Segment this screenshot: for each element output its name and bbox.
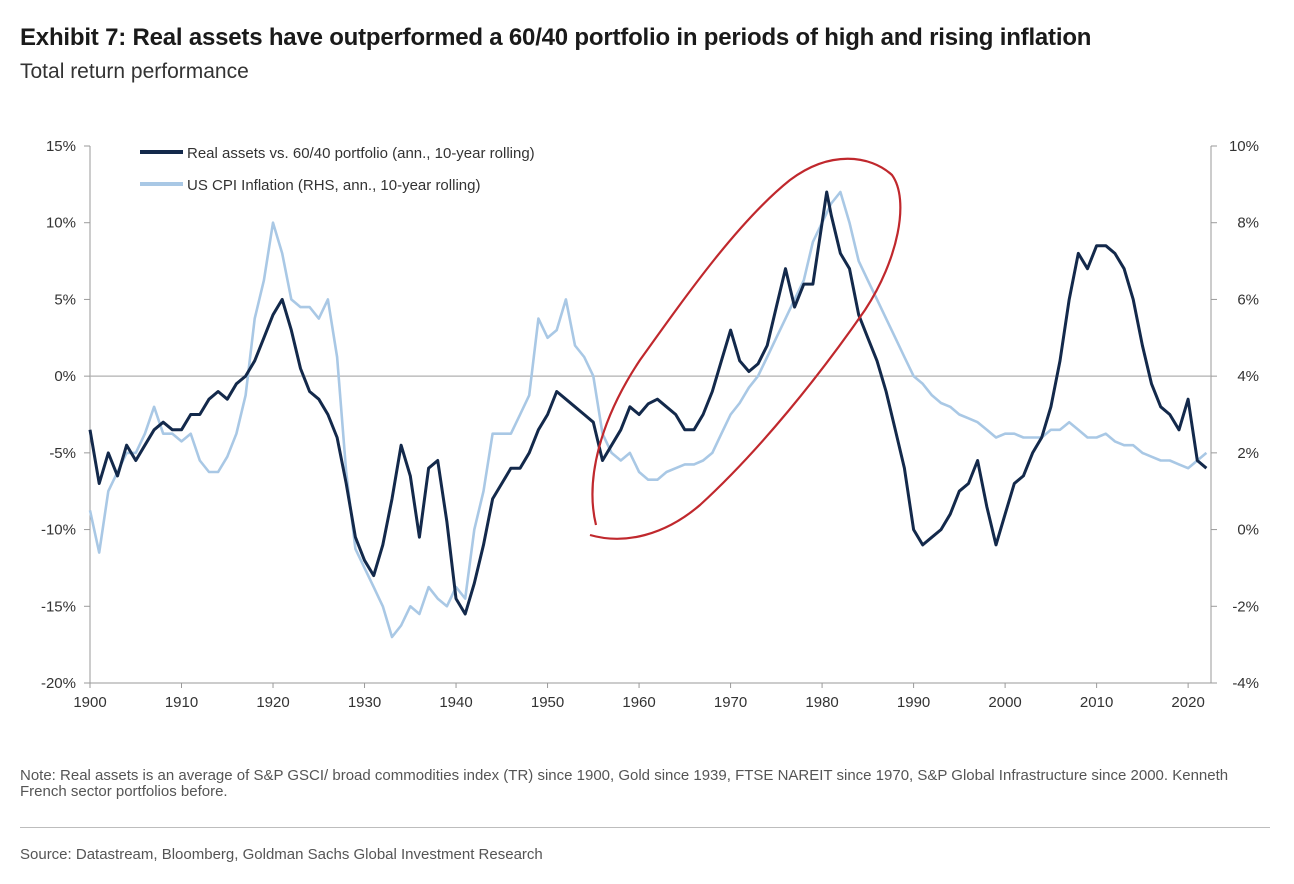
annotation-ellipse <box>589 157 902 540</box>
y-left-tick-label: -15% <box>41 598 76 615</box>
y-right-tick-label: -4% <box>1232 675 1259 692</box>
y-left-tick-label: -5% <box>49 445 76 462</box>
y-right-tick-label: 4% <box>1237 368 1259 385</box>
chart-source: Source: Datastream, Bloomberg, Goldman S… <box>20 846 543 863</box>
series-line-real-assets <box>88 190 1208 616</box>
y-left-tick-label: 10% <box>46 215 76 232</box>
y-right-tick-label: -2% <box>1232 598 1259 615</box>
y-right-tick-label: 10% <box>1229 138 1259 155</box>
chart-subtitle: Total return performance <box>20 60 249 83</box>
series-layer <box>88 190 1208 639</box>
y-left-tick-label: 0% <box>54 368 76 385</box>
y-right-tick-label: 0% <box>1237 522 1259 539</box>
y-left-tick-label: 15% <box>46 138 76 155</box>
y-left-tick-label: 5% <box>54 291 76 308</box>
chart-note: Note: Real assets is an average of S&P G… <box>20 767 1229 800</box>
legend-label-cpi: US CPI Inflation (RHS, ann., 10-year rol… <box>187 177 480 194</box>
x-tick-label: 2000 <box>988 694 1021 711</box>
x-tick-label: 1960 <box>622 694 655 711</box>
x-tick-label: 1950 <box>531 694 564 711</box>
chart-title: Exhibit 7: Real assets have outperformed… <box>20 24 1092 51</box>
x-tick-label: 1910 <box>165 694 198 711</box>
x-tick-label: 1990 <box>897 694 930 711</box>
legend-label-real-assets: Real assets vs. 60/40 portfolio (ann., 1… <box>187 145 535 162</box>
y-right-tick-label: 8% <box>1237 215 1259 232</box>
x-tick-label: 1970 <box>714 694 747 711</box>
footer-divider <box>20 827 1270 828</box>
x-tick-label: 1930 <box>348 694 381 711</box>
series-line-cpi <box>88 190 1208 639</box>
x-tick-label: 2010 <box>1080 694 1113 711</box>
x-tick-label: 1980 <box>805 694 838 711</box>
line-chart: 15% 10% 5% 0% -5% -10% -15% -20% 10% 8% 6% 4% 2% 0% -2… <box>41 138 1259 711</box>
y-left-tick-label: -10% <box>41 522 76 539</box>
y-right-tick-label: 2% <box>1237 445 1259 462</box>
annotation-layer <box>589 157 902 540</box>
x-tick-label: 1900 <box>73 694 106 711</box>
legend: Real assets vs. 60/40 portfolio (ann., 1… <box>140 145 535 194</box>
grid-layer: 15% 10% 5% 0% -5% -10% -15% -20% 10% 8% 6% 4% 2% 0% -2… <box>41 138 1259 711</box>
y-right-tick-label: 6% <box>1237 291 1259 308</box>
x-tick-label: 2020 <box>1171 694 1204 711</box>
y-left-tick-label: -20% <box>41 675 76 692</box>
x-tick-label: 1920 <box>256 694 289 711</box>
x-tick-label: 1940 <box>439 694 472 711</box>
